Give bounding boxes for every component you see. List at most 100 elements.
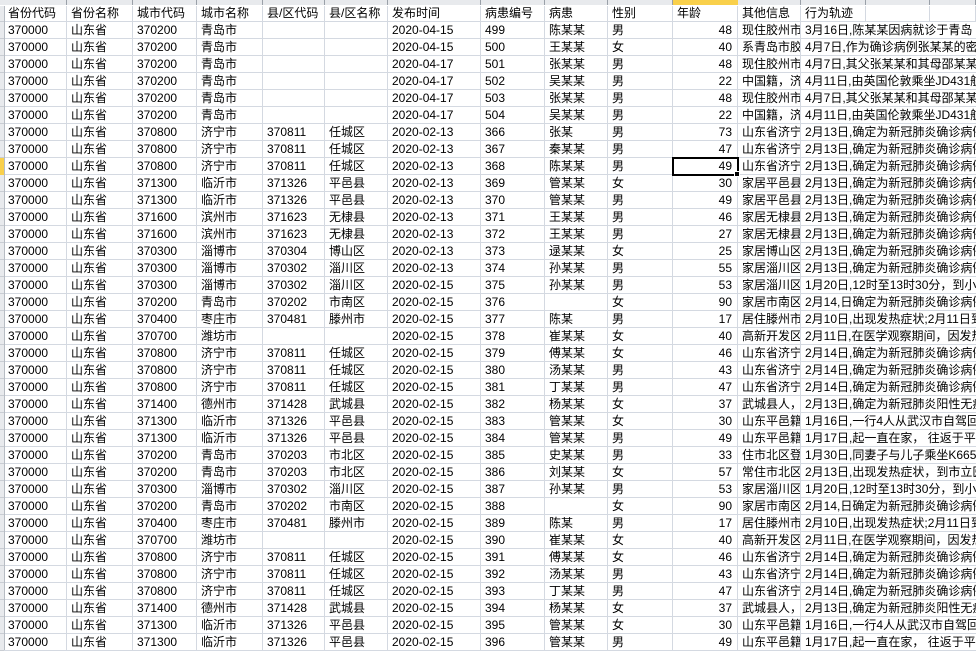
cell-trajectory[interactable]: 2月14日,确定为新冠肺炎确诊病例 [801,379,976,396]
cell-county_code[interactable]: 371326 [263,175,325,192]
cell-trajectory[interactable]: 2月13日,确定为新冠肺炎确诊病例 [801,260,976,277]
cell-trajectory[interactable]: 2月14日,确定为新冠肺炎确诊病例 [801,583,976,600]
cell-gender[interactable]: 男 [608,481,673,498]
cell-province_name[interactable]: 山东省 [67,90,133,107]
cell-age[interactable]: 57 [673,464,738,481]
cell-city_code[interactable]: 370200 [133,464,197,481]
cell-patient_name[interactable]: 陈某某 [545,158,608,175]
cell-county_code[interactable]: 371623 [263,209,325,226]
row-header-strip[interactable] [0,0,5,651]
cell-province_code[interactable]: 370000 [4,175,67,192]
cell-patient_id[interactable]: 373 [481,243,545,260]
cell-gender[interactable]: 男 [608,566,673,583]
cell-county_name[interactable]: 平邑县 [325,634,388,651]
cell-gender[interactable]: 男 [608,209,673,226]
cell-city_name[interactable]: 济宁市 [197,379,263,396]
cell-patient_name[interactable]: 崔某某 [545,532,608,549]
cell-patient_name[interactable]: 管某某 [545,413,608,430]
cell-patient_name[interactable]: 孙某某 [545,260,608,277]
cell-gender[interactable]: 男 [608,430,673,447]
cell-province_name[interactable]: 山东省 [67,124,133,141]
cell-city_name[interactable]: 德州市 [197,396,263,413]
cell-county_name[interactable] [325,73,388,90]
cell-city_code[interactable]: 370800 [133,362,197,379]
cell-province_code[interactable]: 370000 [4,413,67,430]
cell-publish_date[interactable]: 2020-02-13 [388,260,481,277]
cell-city_name[interactable]: 潍坊市 [197,532,263,549]
cell-city_code[interactable]: 370800 [133,583,197,600]
cell-city_code[interactable]: 370800 [133,158,197,175]
cell-province_code[interactable]: 370000 [4,600,67,617]
cell-publish_date[interactable]: 2020-02-15 [388,498,481,515]
cell-trajectory[interactable]: 2月13日,确定为新冠肺炎确诊病例 [801,226,976,243]
cell-city_name[interactable]: 青岛市 [197,447,263,464]
cell-county_name[interactable]: 任城区 [325,379,388,396]
cell-publish_date[interactable]: 2020-02-13 [388,243,481,260]
cell-county_name[interactable]: 平邑县 [325,430,388,447]
header-cell-extra2[interactable] [930,5,976,22]
cell-county_name[interactable]: 任城区 [325,583,388,600]
cell-city_name[interactable]: 临沂市 [197,175,263,192]
cell-county_name[interactable]: 平邑县 [325,413,388,430]
cell-city_code[interactable]: 371600 [133,209,197,226]
cell-patient_id[interactable]: 396 [481,634,545,651]
cell-gender[interactable]: 男 [608,124,673,141]
cell-patient_id[interactable]: 395 [481,617,545,634]
cell-publish_date[interactable]: 2020-02-15 [388,379,481,396]
cell-patient_id[interactable]: 372 [481,226,545,243]
cell-city_code[interactable]: 371600 [133,226,197,243]
cell-patient_id[interactable]: 375 [481,277,545,294]
cell-patient_name[interactable]: 张某 [545,124,608,141]
cell-patient_name[interactable]: 张某某 [545,90,608,107]
cell-gender[interactable]: 女 [608,243,673,260]
cell-province_code[interactable]: 370000 [4,124,67,141]
cell-province_name[interactable]: 山东省 [67,243,133,260]
cell-age[interactable]: 22 [673,107,738,124]
cell-publish_date[interactable]: 2020-02-15 [388,447,481,464]
cell-county_name[interactable]: 滕州市 [325,311,388,328]
cell-publish_date[interactable]: 2020-02-15 [388,515,481,532]
cell-city_name[interactable]: 青岛市 [197,498,263,515]
cell-age[interactable]: 46 [673,209,738,226]
cell-city_code[interactable]: 371300 [133,175,197,192]
cell-trajectory[interactable]: 2月13日,确定为新冠肺炎确诊病例 [801,192,976,209]
cell-trajectory[interactable]: 2月13日,确定为新冠肺炎确诊病例 [801,158,976,175]
cell-publish_date[interactable]: 2020-02-15 [388,617,481,634]
cell-province_name[interactable]: 山东省 [67,464,133,481]
cell-age[interactable]: 30 [673,617,738,634]
cell-other_info[interactable]: 居住滕州市 [738,515,801,532]
cell-other_info[interactable]: 中国籍，济 [738,73,801,90]
cell-province_code[interactable]: 370000 [4,481,67,498]
cell-county_name[interactable]: 淄川区 [325,481,388,498]
cell-patient_id[interactable]: 394 [481,600,545,617]
cell-county_name[interactable] [325,56,388,73]
cell-city_code[interactable]: 370200 [133,56,197,73]
cell-other_info[interactable]: 高新开发区 [738,532,801,549]
cell-province_name[interactable]: 山东省 [67,634,133,651]
cell-age[interactable]: 53 [673,481,738,498]
cell-county_name[interactable] [325,107,388,124]
cell-province_code[interactable]: 370000 [4,549,67,566]
cell-age[interactable]: 53 [673,277,738,294]
cell-county_name[interactable]: 武城县 [325,600,388,617]
cell-trajectory[interactable]: 2月13日,出现发热症状，到市立医 [801,464,976,481]
cell-patient_id[interactable]: 503 [481,90,545,107]
cell-city_name[interactable]: 临沂市 [197,617,263,634]
cell-gender[interactable]: 男 [608,311,673,328]
cell-county_name[interactable]: 淄川区 [325,277,388,294]
cell-county_name[interactable]: 任城区 [325,141,388,158]
cell-trajectory[interactable]: 4月11日,由英国伦敦乘坐JD431航班 [801,107,976,124]
cell-city_code[interactable]: 370800 [133,549,197,566]
cell-county_name[interactable]: 无棣县 [325,226,388,243]
cell-publish_date[interactable]: 2020-02-15 [388,566,481,583]
cell-city_code[interactable]: 371300 [133,192,197,209]
cell-trajectory[interactable]: 4月11日,由英国伦敦乘坐JD431航班 [801,73,976,90]
cell-trajectory[interactable]: 2月14日,确定为新冠肺炎确诊病例 [801,549,976,566]
cell-city_code[interactable]: 370300 [133,277,197,294]
cell-city_name[interactable]: 枣庄市 [197,311,263,328]
cell-patient_name[interactable] [545,294,608,311]
cell-county_name[interactable]: 任城区 [325,345,388,362]
cell-province_name[interactable]: 山东省 [67,22,133,39]
cell-patient_id[interactable]: 370 [481,192,545,209]
cell-city_name[interactable]: 济宁市 [197,583,263,600]
